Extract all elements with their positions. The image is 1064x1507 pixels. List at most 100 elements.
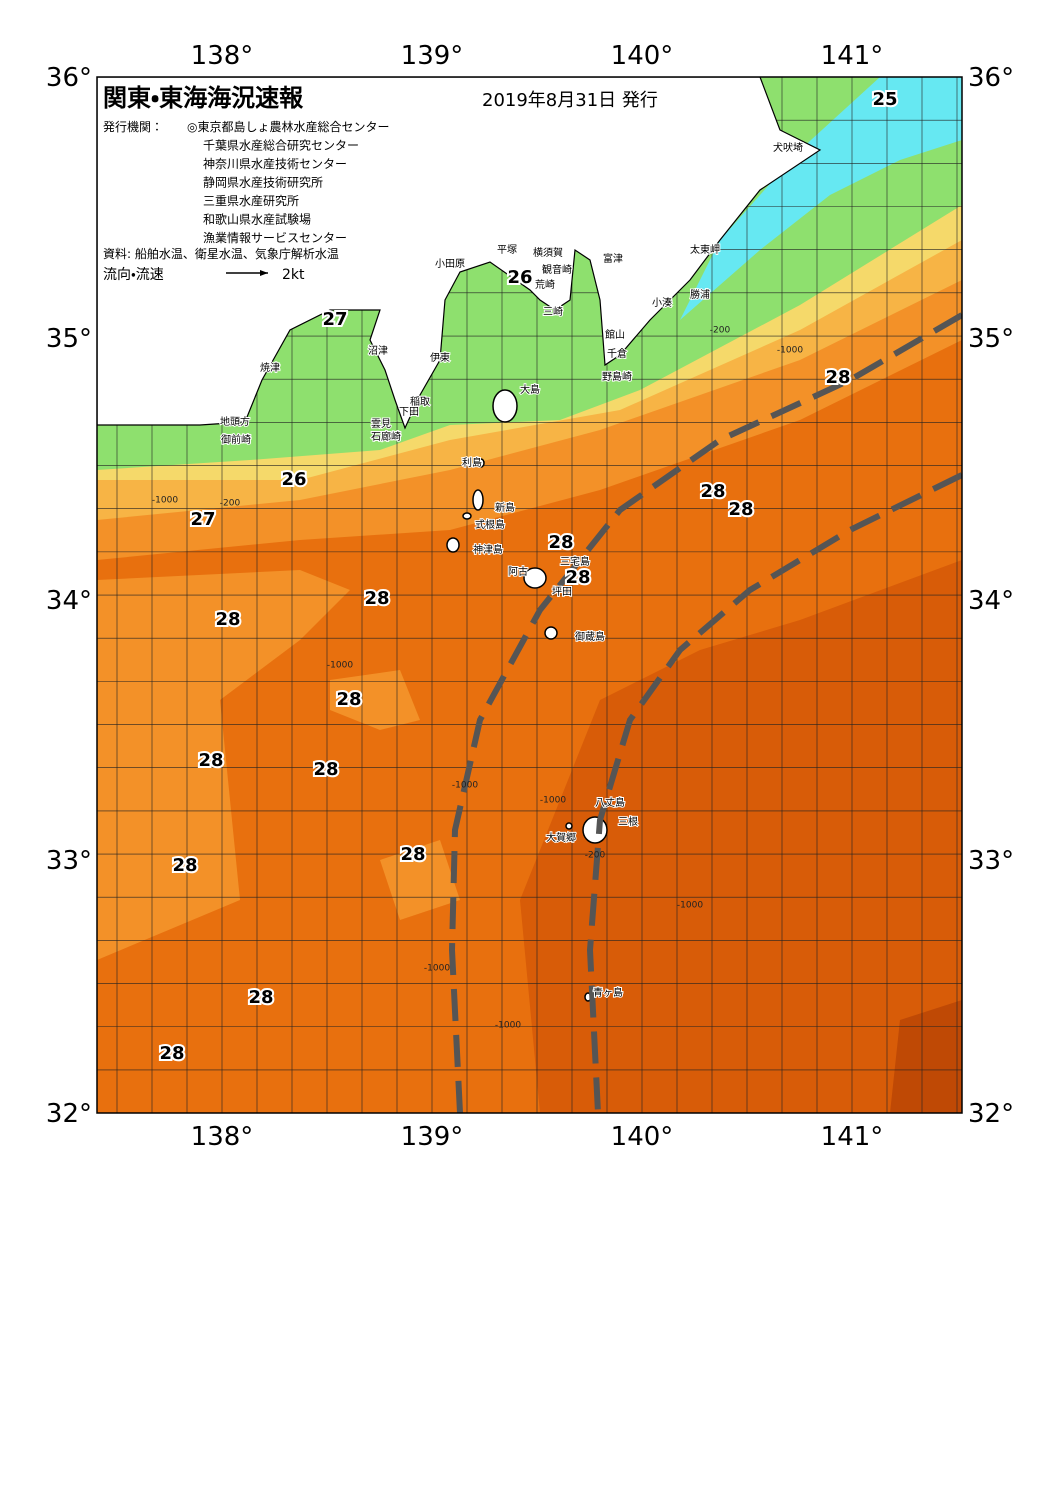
depth-label: -1000 bbox=[424, 964, 450, 974]
longitude-label: 138° bbox=[191, 1122, 254, 1152]
temperature-label: 28 bbox=[700, 481, 725, 502]
temperature-label: 28 bbox=[198, 750, 223, 771]
legend-arrowhead bbox=[260, 270, 268, 276]
issue-date: 2019年8月31日 発行 bbox=[482, 90, 658, 111]
depth-label: -200 bbox=[710, 326, 731, 336]
sea-light bbox=[97, 570, 350, 960]
issuer: ◎東京都島しょ農林水産総合センター bbox=[187, 119, 389, 134]
temperature-label: 28 bbox=[400, 844, 425, 865]
place-name: 雲見 bbox=[371, 418, 391, 430]
temperature-label: 28 bbox=[825, 367, 850, 388]
sea-light bbox=[330, 670, 460, 920]
issuer: 静岡県水産技術研究所 bbox=[203, 175, 323, 190]
temperature-label: 28 bbox=[159, 1043, 184, 1064]
temperature-label: 28 bbox=[172, 855, 197, 876]
temperature-label: 28 bbox=[364, 588, 389, 609]
place-name: 坪田 bbox=[552, 585, 572, 598]
depth-label: -1000 bbox=[152, 496, 178, 506]
land bbox=[97, 77, 822, 430]
issuer-label: 発行機関： bbox=[103, 120, 163, 134]
legend-speed: 2kt bbox=[282, 267, 305, 283]
temperature-label: 28 bbox=[248, 987, 273, 1008]
place-name: 三崎 bbox=[543, 305, 563, 318]
sea-warmest bbox=[890, 1000, 962, 1113]
latitude-label: 34° bbox=[968, 586, 1014, 616]
place-name: 下田 bbox=[399, 407, 419, 418]
longitude-label: 140° bbox=[611, 41, 674, 71]
depth-label: -1000 bbox=[495, 1021, 521, 1031]
map-frame bbox=[96, 76, 963, 1114]
place-name: 平塚 bbox=[497, 244, 517, 256]
temperature-label: 28 bbox=[215, 609, 240, 630]
latitude-label: 34° bbox=[46, 586, 92, 616]
sources: 資料: 船舶水温、衛星水温、気象庁解析水温 bbox=[103, 246, 339, 261]
latitude-label: 33° bbox=[968, 846, 1014, 876]
depth-label: -1000 bbox=[677, 901, 703, 911]
place-name: 野島崎 bbox=[602, 370, 632, 383]
place-name: 地頭方 bbox=[220, 415, 250, 428]
issuer: 千葉県水産総合研究センター bbox=[203, 138, 359, 153]
issuer: 漁業情報サービスセンター bbox=[203, 231, 347, 245]
place-name: 阿古 bbox=[508, 565, 528, 578]
longitude-label: 139° bbox=[401, 1122, 464, 1152]
issuer: 三重県水産研究所 bbox=[203, 194, 299, 208]
depth-label: -1000 bbox=[777, 346, 803, 356]
place-name: 三宅島 bbox=[560, 555, 590, 568]
depth-label: -1000 bbox=[327, 661, 353, 671]
place-name: 沼津 bbox=[368, 344, 388, 357]
place-name: 犬吠埼 bbox=[773, 141, 803, 154]
place-name: 大島 bbox=[520, 383, 540, 396]
place-name: 富津 bbox=[603, 252, 623, 265]
place-name: 太東岬 bbox=[690, 243, 720, 256]
title: 関東・東海海況速報 bbox=[103, 84, 304, 112]
sea-cold bbox=[680, 77, 962, 320]
depth-label: -200 bbox=[220, 499, 241, 509]
issuer: 和歌山県水産試験場 bbox=[203, 212, 311, 227]
longitude-label: 140° bbox=[611, 1122, 674, 1152]
latitude-label: 33° bbox=[46, 846, 92, 876]
place-name: 小湊 bbox=[652, 296, 672, 309]
kuroshio-axis bbox=[448, 312, 962, 1113]
place-name: 神津島 bbox=[473, 543, 503, 556]
place-name: 館山 bbox=[605, 328, 625, 341]
longitude-label: 141° bbox=[821, 1122, 884, 1152]
place-name: 御蔵島 bbox=[575, 630, 605, 643]
temperature-label: 28 bbox=[313, 759, 338, 780]
temperature-label: 28 bbox=[336, 689, 361, 710]
longitude-label: 138° bbox=[191, 41, 254, 71]
place-name: 観音崎 bbox=[542, 263, 572, 276]
place-name: 小田原 bbox=[435, 258, 465, 270]
temperature-label: 28 bbox=[565, 567, 590, 588]
longitude-label: 141° bbox=[821, 41, 884, 71]
place-name: 勝浦 bbox=[690, 288, 710, 301]
place-name: 八丈島 bbox=[595, 796, 625, 809]
issuer: 神奈川県水産技術センター bbox=[203, 156, 347, 171]
place-name: 石廊崎 bbox=[371, 430, 401, 443]
depth-label: -1000 bbox=[540, 796, 566, 806]
place-name: 焼津 bbox=[260, 362, 280, 374]
temperature-label: 26 bbox=[507, 267, 532, 288]
temperature-label: 26 bbox=[281, 469, 306, 490]
latitude-label: 35° bbox=[968, 324, 1014, 354]
place-name: 伊東 bbox=[430, 351, 450, 364]
place-name: 利島 bbox=[462, 456, 482, 469]
depth-label: -200 bbox=[585, 851, 606, 861]
place-name: 稲取 bbox=[410, 396, 430, 408]
temperature-label: 27 bbox=[322, 309, 347, 330]
place-name: 荒崎 bbox=[535, 278, 555, 291]
longitude-label: 139° bbox=[401, 41, 464, 71]
sea-layers bbox=[97, 77, 962, 1113]
place-name: 三根 bbox=[618, 815, 638, 828]
place-name: 青ヶ島 bbox=[593, 986, 623, 999]
latitude-label: 32° bbox=[968, 1099, 1014, 1129]
place-name: 新島 bbox=[495, 501, 515, 514]
depth-label: -1000 bbox=[452, 781, 478, 791]
temperature-label: 28 bbox=[728, 499, 753, 520]
latitude-label: 32° bbox=[46, 1099, 92, 1129]
place-name: 御前崎 bbox=[221, 433, 251, 446]
place-name: 横須賀 bbox=[533, 246, 563, 259]
sea-warm bbox=[520, 560, 962, 1113]
latitude-label: 35° bbox=[46, 324, 92, 354]
latitude-label: 36° bbox=[968, 63, 1014, 93]
